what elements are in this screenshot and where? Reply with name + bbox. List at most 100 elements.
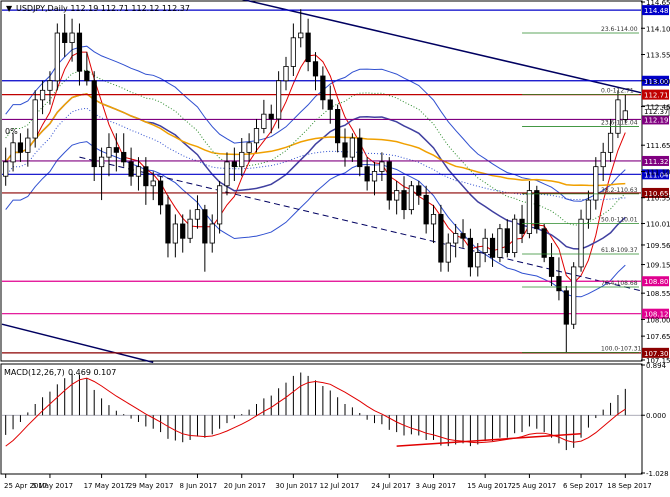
y-tick-label: 111.10 xyxy=(646,168,670,176)
candle-body xyxy=(563,290,569,325)
candle-body xyxy=(76,32,83,72)
candle-body xyxy=(239,151,245,168)
candle-body xyxy=(593,166,599,201)
price-line-label-bg xyxy=(642,169,669,180)
candle-body xyxy=(600,151,606,168)
price-line-label: 112.19 xyxy=(644,116,669,124)
fib-level-label: 50.0-110.01 xyxy=(601,216,638,223)
candle-body xyxy=(253,128,260,144)
x-tick-label: 8 Jun 2017 xyxy=(179,482,217,490)
candle-body xyxy=(541,228,547,258)
candle-body xyxy=(320,75,326,101)
candle-body xyxy=(268,113,274,120)
candle-body xyxy=(69,32,75,43)
candle-body xyxy=(121,151,127,163)
y-tick-label: 109.56 xyxy=(646,242,670,250)
candle-body xyxy=(512,218,518,253)
candle-body xyxy=(62,32,68,43)
y-tick-label: 109.15 xyxy=(646,262,670,270)
fib-level-label: 61.8-109.37 xyxy=(601,247,638,254)
candle-body xyxy=(25,137,31,153)
current-price-label-bg xyxy=(641,105,670,117)
price-line-label-bg xyxy=(642,75,669,86)
y-tick-label: 114.65 xyxy=(646,0,670,7)
candle-body xyxy=(276,80,282,120)
candle-body xyxy=(305,32,311,63)
candle-body xyxy=(445,242,451,263)
x-tick-label: 15 Aug 2017 xyxy=(467,482,512,490)
candle-body xyxy=(283,66,289,82)
fib-layer: 23.6-114.00 0.0-112.71 23.6-112.04 38.2-110… xyxy=(522,26,642,353)
candle-body xyxy=(342,142,348,158)
candle-body xyxy=(556,276,562,292)
candle-body xyxy=(349,137,355,158)
candle-body xyxy=(526,190,533,234)
price-line-label-bg xyxy=(642,276,669,287)
fib-level-label: 38.2-110.63 xyxy=(601,187,638,194)
price-line-label: 114.48 xyxy=(644,7,669,15)
candle-body xyxy=(489,237,496,258)
candle-body xyxy=(180,223,186,239)
chart-header: USDJPY,Daily 112.19 112.71 112.12 112.37 xyxy=(16,4,190,13)
macd-y-tick-label: 0.000 xyxy=(646,412,666,420)
candle-body xyxy=(246,142,252,153)
candle-body xyxy=(548,256,555,277)
macd-y-tick-label: 0.894 xyxy=(646,362,667,370)
candle-body xyxy=(187,218,193,239)
candle-body xyxy=(622,110,628,120)
candle-body xyxy=(401,190,407,211)
y-tick-label: 108.55 xyxy=(646,290,670,298)
main-plot-frame xyxy=(0,0,643,362)
x-tick-label: 18 Sep 2017 xyxy=(607,482,651,490)
candle-body xyxy=(519,218,525,234)
candle-body xyxy=(408,185,415,211)
fib-level-label: 100.0-107.31 xyxy=(601,345,642,352)
candle-body xyxy=(47,80,53,91)
price-line-label-bg xyxy=(642,89,669,100)
price-line-label: 107.30 xyxy=(644,350,669,358)
candle-body xyxy=(371,171,378,182)
candle-body xyxy=(615,99,621,134)
candle-body xyxy=(39,89,46,101)
price-line-label: 111.32 xyxy=(644,158,669,166)
candle-body xyxy=(416,185,422,196)
x-tick-label: 29 May 2017 xyxy=(128,482,174,490)
macd-plot-frame xyxy=(0,363,643,475)
candle-body xyxy=(261,113,267,129)
candle-body xyxy=(475,252,481,268)
candle-body xyxy=(467,237,474,268)
candle-body xyxy=(607,132,614,153)
y-tick-label: 114.10 xyxy=(646,25,670,33)
candle-body xyxy=(585,199,592,220)
candle-body xyxy=(423,194,429,225)
price-line-label-bg xyxy=(642,114,669,125)
macd-layer xyxy=(2,372,641,451)
x-tick-label: 30 Jun 2017 xyxy=(275,482,317,490)
chart-header-icon: ▼ xyxy=(6,4,13,13)
macd-signal-line xyxy=(5,377,626,447)
price-line-label: 108.12 xyxy=(644,311,669,319)
candle-body xyxy=(312,61,319,77)
candle-body xyxy=(571,266,577,325)
price-line-label: 112.71 xyxy=(644,92,669,100)
y-tick-label: 110.55 xyxy=(646,195,670,203)
candle-body xyxy=(3,161,9,177)
axis-layer: 114.65 114.10 113.55 113.00 112.46 111.65 111.… xyxy=(4,0,670,490)
price-line-label-bg xyxy=(642,308,669,319)
candles-layer xyxy=(3,9,628,353)
candle-body xyxy=(10,142,16,163)
macd-label: MACD(12,26,7) xyxy=(4,368,65,377)
macd-values: 0.469 0.107 xyxy=(68,368,116,377)
y-tick-label: 113.00 xyxy=(646,78,670,86)
y-tick-label: 107.15 xyxy=(646,357,670,365)
fib-level-label: 23.6-114.00 xyxy=(601,26,638,33)
fib-level-label: 76.4-108.68 xyxy=(601,280,638,287)
candle-body xyxy=(453,233,459,244)
candle-body xyxy=(32,99,38,139)
x-tick-label: 17 May 2017 xyxy=(84,482,130,490)
candle-body xyxy=(216,185,223,225)
candle-body xyxy=(17,142,24,153)
